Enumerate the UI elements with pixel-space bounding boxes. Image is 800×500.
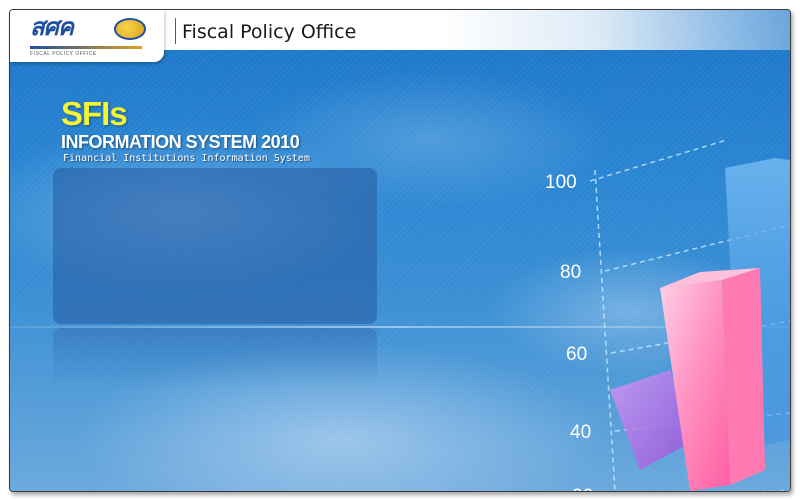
page-title: Fiscal Policy Office — [182, 21, 357, 43]
chart-bar-pink-top — [660, 268, 760, 288]
chart-tick-label: 20 — [572, 486, 593, 491]
chart-tick-label: 60 — [566, 344, 587, 365]
chart-tick-label: 100 — [545, 172, 577, 193]
logo-underline — [30, 46, 142, 49]
hero-title: SFIs — [61, 95, 128, 132]
chart-tick-label: 80 — [560, 262, 581, 283]
logo-subtitle: FISCAL POLICY OFFICE — [30, 51, 97, 57]
hero-caption: Financial Institutions Information Syste… — [63, 153, 310, 164]
chart-axis-line — [594, 169, 616, 491]
decorative-3d-chart: 100 80 60 40 20 — [545, 140, 790, 491]
hero-subtitle: INFORMATION SYSTEM 2010 — [61, 132, 300, 152]
logo[interactable]: สศค FISCAL POLICY OFFICE — [10, 10, 164, 62]
app-window: สศค FISCAL POLICY OFFICE Fiscal Policy O… — [9, 9, 791, 492]
chart-bar-pink — [660, 280, 730, 491]
emblem-icon — [114, 18, 146, 40]
header-divider — [175, 18, 176, 44]
chart-bar-purple — [610, 370, 695, 470]
chart-bar-pink-side — [722, 268, 765, 485]
chart-y-ticks: 100 80 60 40 20 — [545, 172, 593, 491]
content-panel — [53, 168, 377, 324]
horizon-line — [10, 326, 790, 328]
logo-mark: สศค — [30, 14, 74, 41]
content-panel-reflection — [53, 328, 377, 388]
chart-gridline — [604, 224, 790, 272]
chart-tick-label: 40 — [570, 422, 591, 443]
